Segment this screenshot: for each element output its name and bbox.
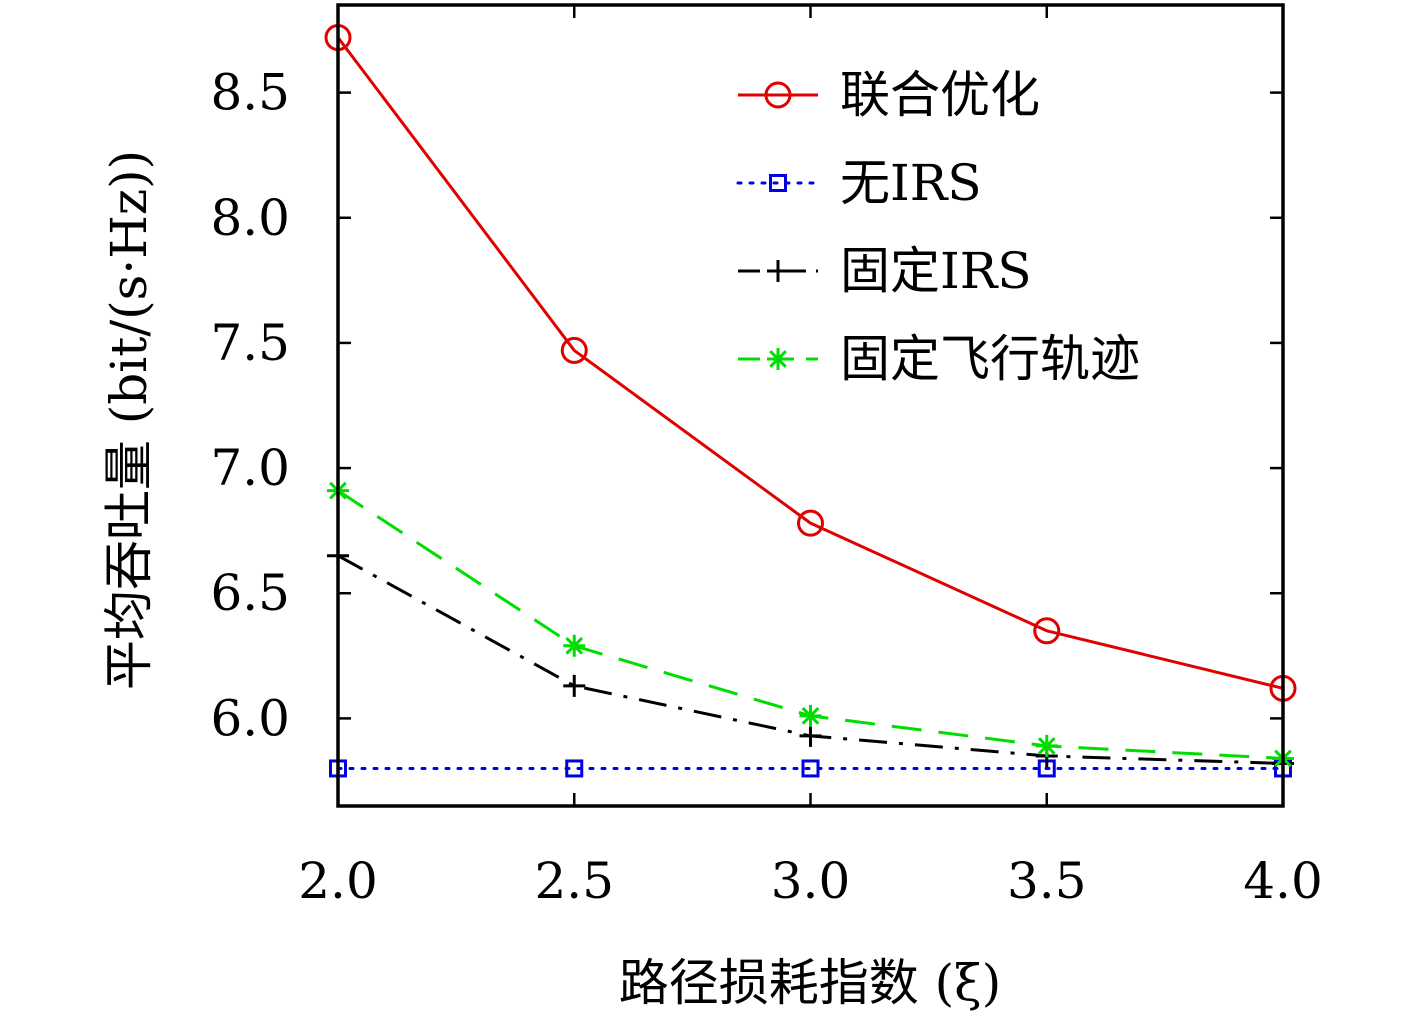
legend-item: 固定IRS <box>738 242 1032 300</box>
y-axis-title: 平均吞吐量 (bit/(s·Hz)) <box>100 150 158 690</box>
y-tick-label: 7.0 <box>210 439 290 497</box>
x-tick-label: 3.0 <box>771 852 851 910</box>
y-tick-label: 6.5 <box>210 564 290 622</box>
y-tick-label: 8.0 <box>210 189 290 247</box>
legend-marker <box>767 348 789 370</box>
legend-item: 无IRS <box>736 154 982 212</box>
data-point <box>799 704 822 727</box>
data-point <box>1033 617 1061 645</box>
data-point <box>563 674 586 697</box>
data-point <box>1035 734 1058 757</box>
data-point <box>801 759 820 778</box>
x-tick-label: 2.0 <box>298 852 378 910</box>
series-line <box>336 36 1284 690</box>
data-point <box>797 509 824 537</box>
data-point <box>560 336 588 364</box>
axis-ticks <box>336 5 1285 806</box>
y-tick-label: 6.0 <box>210 689 290 747</box>
legend-label: 联合优化 <box>840 66 1040 124</box>
x-tick-label: 3.5 <box>1007 852 1087 910</box>
x-tick-label: 2.5 <box>534 852 614 910</box>
legend-label: 无IRS <box>840 154 982 212</box>
legend-item: 联合优化 <box>738 66 1040 124</box>
x-tick-label: 4.0 <box>1243 852 1323 910</box>
x-axis-title: 路径损耗指数 (ξ) <box>619 954 1001 1012</box>
legend-item: 固定飞行轨迹 <box>738 330 1140 388</box>
plot-frame <box>336 3 1285 808</box>
series-layer <box>324 24 1297 778</box>
legend-marker <box>764 81 792 109</box>
data-point <box>799 724 822 747</box>
legend-label: 固定飞行轨迹 <box>840 330 1140 388</box>
data-point <box>565 759 584 778</box>
data-point <box>563 634 586 657</box>
y-tick-label: 8.5 <box>210 64 290 122</box>
legend-marker <box>769 174 787 192</box>
legend-marker <box>767 260 789 282</box>
series-1 <box>329 759 1292 778</box>
tick-labels: 2.0 2.5 3.0 3.5 4.0 6.0 6.5 7.0 7.5 8.0 8.5 <box>210 64 1322 910</box>
legend-label: 固定IRS <box>840 242 1032 300</box>
series-0 <box>324 24 1297 702</box>
y-tick-label: 7.5 <box>210 314 290 372</box>
